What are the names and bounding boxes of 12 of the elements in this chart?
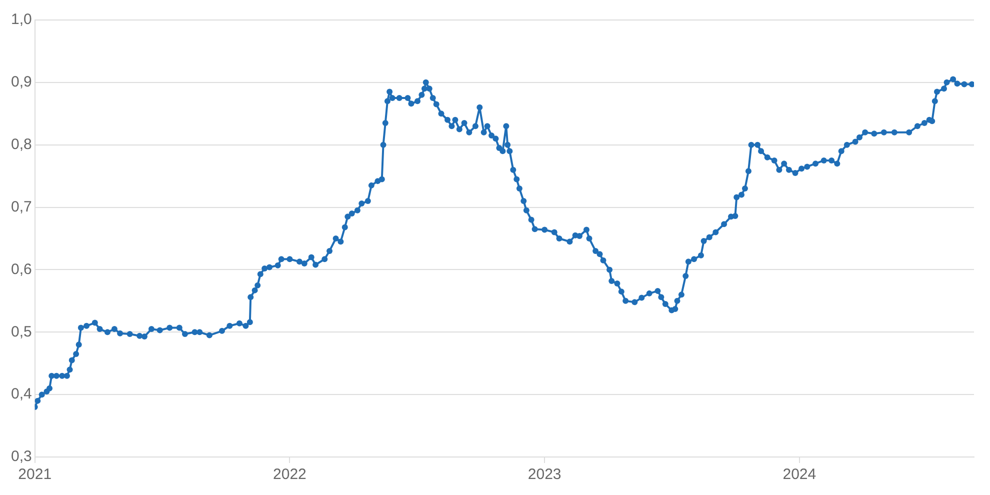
- y-tick-label: 0,4: [10, 386, 32, 403]
- y-tick-label: 0,6: [10, 260, 32, 278]
- y-tick-label: 1,0: [10, 11, 32, 28]
- y-tick-label: 0,9: [10, 74, 32, 91]
- y-tick-label: 0,5: [10, 323, 32, 340]
- y-tick-label: 0,8: [10, 136, 32, 153]
- x-tick-label: 2024: [782, 466, 816, 484]
- y-tick-label: 0,7: [10, 198, 32, 216]
- x-tick-label: 2022: [273, 466, 306, 484]
- y-tick-label: 0,3: [10, 448, 32, 466]
- x-tick-label: 2023: [528, 466, 562, 484]
- x-tick-label: 2021: [18, 466, 52, 484]
